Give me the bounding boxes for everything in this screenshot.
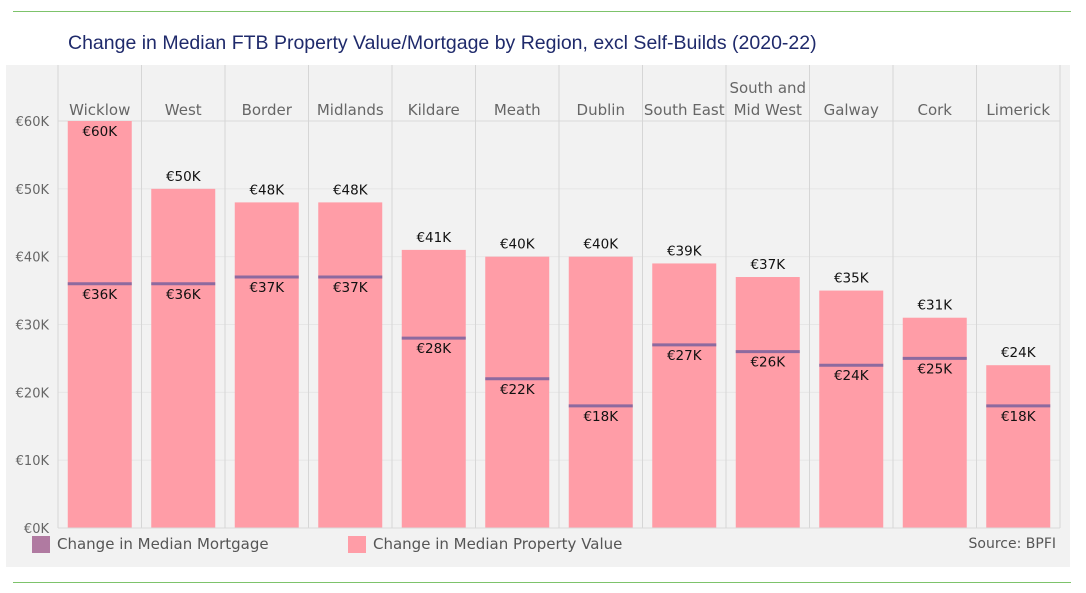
property-value-bar [401,249,466,528]
chart-title: Change in Median FTB Property Value/Mort… [68,32,817,54]
legend-item-property-value[interactable]: Change in Median Property Value [348,535,622,553]
category-label: Kildare [408,101,460,119]
mortgage-label: €36K [166,287,202,303]
mortgage-label: €18K [583,409,619,425]
category-label: South and [729,79,806,97]
mortgage-label: €26K [750,355,786,371]
property-value-label: €41K [416,230,452,246]
mortgage-label: €37K [249,280,285,296]
property-value-bar [568,256,633,528]
property-value-bar [819,290,884,528]
category-label: Border [242,101,293,119]
property-value-bar [151,188,216,529]
property-value-label: €24K [1001,345,1037,361]
property-value-label: €31K [917,298,953,314]
category-label: Dublin [577,101,625,119]
property-value-bar [902,317,967,528]
y-tick-label: €20K [16,386,50,401]
mortgage-label: €25K [917,361,953,377]
property-value-label: €60K [82,124,118,140]
legend-item-mortgage[interactable]: Change in Median Mortgage [32,535,269,553]
property-value-bar [234,202,299,528]
category-label: Mid West [734,101,802,119]
legend-swatch-mortgage [32,535,50,553]
category-label: Midlands [317,101,384,119]
bottom-divider [13,582,1071,583]
property-value-label: €35K [834,271,870,287]
mortgage-label: €36K [82,287,118,303]
property-value-bar [652,263,717,528]
y-tick-label: €40K [16,251,50,266]
property-value-label: €40K [583,237,619,253]
y-tick-label: €30K [16,319,50,334]
category-label: Cork [917,101,952,119]
property-value-label: €48K [333,182,369,198]
mortgage-label: €27K [667,348,703,364]
category-label: West [165,101,202,119]
category-label: Limerick [986,101,1050,119]
property-value-label: €37K [750,257,786,273]
mortgage-label: €28K [416,341,452,357]
y-tick-label: €50K [16,183,50,198]
property-value-label: €48K [249,182,285,198]
y-tick-label: €60K [16,115,50,130]
property-value-label: €50K [166,169,202,185]
top-divider [13,11,1071,12]
mortgage-label: €24K [834,368,870,384]
legend-label-mortgage: Change in Median Mortgage [57,535,269,553]
mortgage-label: €22K [500,382,536,398]
property-value-label: €39K [667,243,703,259]
property-value-label: €40K [500,237,536,253]
property-value-bar [735,277,800,528]
property-value-bar [986,365,1051,528]
category-label: South East [644,101,725,119]
y-tick-label: €10K [16,454,50,469]
category-label: Meath [494,101,541,119]
legend-swatch-property-value [348,535,366,553]
mortgage-label: €18K [1001,409,1037,425]
y-tick-label: €0K [24,522,50,537]
category-label: Galway [824,101,879,119]
property-value-bar [318,202,383,528]
legend-label-property-value: Change in Median Property Value [373,535,623,553]
source-note: Source: BPFI [968,536,1056,552]
property-value-bar [67,121,132,528]
category-label: Wicklow [69,101,130,119]
property-value-bar [485,256,550,528]
mortgage-label: €37K [333,280,369,296]
